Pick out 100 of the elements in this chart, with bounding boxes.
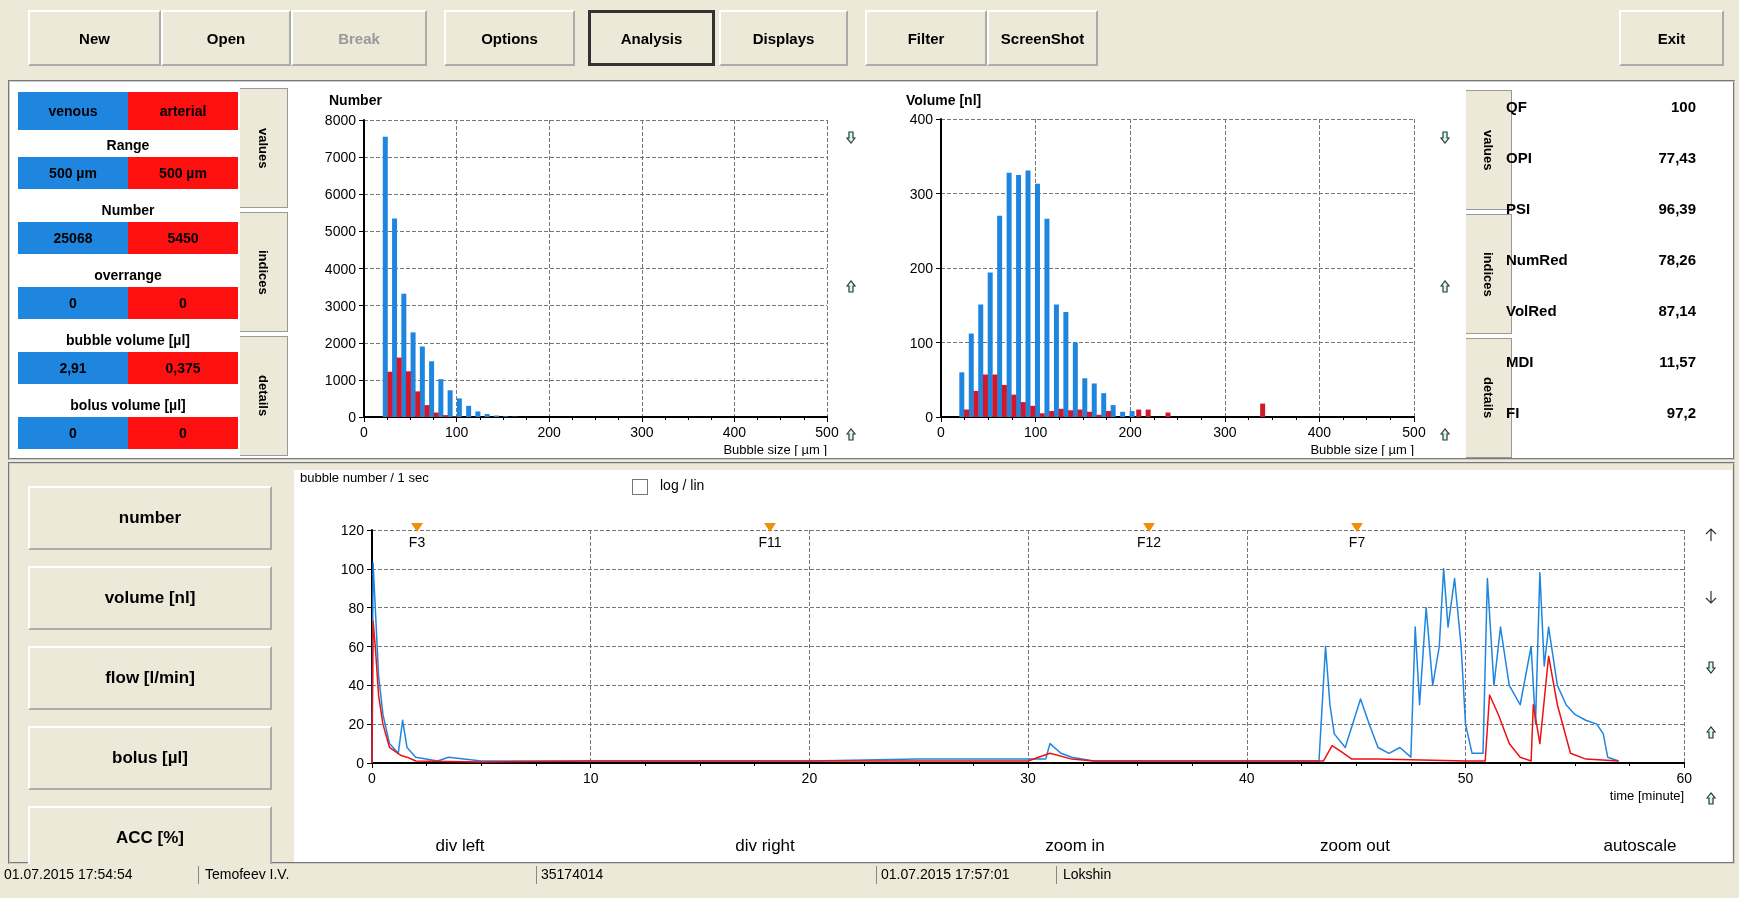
x-tick-label: 200 [1118, 424, 1143, 440]
y-tick-label: 5000 [324, 223, 357, 240]
text: Break [291, 10, 427, 66]
x-tick-label: 400 [722, 424, 747, 440]
bar [978, 304, 984, 417]
y-tick-label: 100 [340, 560, 365, 577]
x-axis-title: time [minute] [1609, 788, 1685, 803]
text: 500 µm [128, 157, 238, 189]
bar [447, 390, 453, 417]
bar [982, 374, 988, 417]
bar [1091, 383, 1097, 417]
bar [959, 372, 965, 417]
text: 01.07.2015 17:57:01 [881, 866, 1010, 882]
x-tick-label: 0 [368, 770, 377, 786]
bar [1260, 403, 1266, 417]
text: PSI [1506, 200, 1532, 219]
text: FI [1506, 404, 1521, 423]
text: Options [444, 10, 575, 66]
text: zoom in [1044, 836, 1106, 857]
bar [1120, 411, 1126, 417]
bar [1025, 170, 1031, 417]
text: Range [105, 136, 151, 155]
text: New [28, 10, 161, 66]
bar [1058, 408, 1064, 417]
text: div right [734, 836, 796, 857]
bar [419, 346, 425, 417]
bar [1001, 384, 1007, 417]
text: ACC [%] [116, 828, 184, 847]
y-tick-label: 120 [340, 522, 365, 538]
y-tick-label: 40 [348, 677, 365, 694]
bar [1136, 409, 1142, 417]
bar [396, 357, 402, 417]
text: ScreenShot [987, 10, 1098, 66]
text: venous [18, 92, 128, 130]
bar [1020, 402, 1026, 417]
text: 01.07.2015 17:54:54 [4, 866, 134, 884]
text: 97,2 [1665, 404, 1696, 423]
y-tick-label: 0 [925, 409, 934, 425]
text: Temofeev I.V. [198, 866, 438, 884]
text: 0,375 [128, 352, 238, 384]
bar [1096, 414, 1102, 417]
bar [484, 414, 490, 417]
chart-title: Number [329, 92, 383, 108]
text: bubble volume [µl] [65, 331, 191, 350]
bar [1087, 411, 1093, 417]
x-axis-title: Bubble size [ µm ] [1310, 442, 1414, 457]
text: autoscale [1602, 836, 1678, 857]
annotation: F12 [1135, 534, 1163, 552]
text: values [240, 88, 288, 208]
bar [433, 412, 439, 417]
x-tick-label: 0 [937, 424, 946, 440]
y-tick-label: 80 [348, 599, 365, 616]
x-tick-label: 300 [1213, 424, 1237, 440]
bar [1105, 411, 1111, 417]
bar [1053, 304, 1059, 417]
text: values [1481, 129, 1496, 171]
y-tick-label: 4000 [324, 260, 357, 277]
bar [987, 272, 993, 417]
bar [992, 374, 998, 417]
text: bolus [µl] [28, 726, 272, 790]
text: Exit [1619, 10, 1724, 66]
bar [1063, 311, 1069, 417]
text: bolus volume [µl] [69, 396, 187, 415]
y-tick-label: 0 [348, 409, 357, 425]
bar [456, 398, 462, 417]
y-tick-label: 7000 [324, 149, 357, 166]
y-tick-label: 8000 [324, 112, 357, 128]
text: 96,39 [1657, 200, 1696, 219]
text: 5450 [128, 222, 238, 254]
x-tick-label: 20 [801, 770, 818, 786]
bar [1068, 410, 1074, 417]
text: volume [nl] [28, 566, 272, 630]
y-tick-label: 6000 [324, 186, 357, 203]
text: 87,14 [1657, 302, 1696, 321]
bar [475, 411, 481, 417]
text: Filter [865, 10, 987, 66]
text: zoom out [1319, 836, 1391, 857]
bar [1077, 409, 1083, 417]
bar [1011, 394, 1017, 417]
bar [424, 405, 430, 417]
x-tick-label: 500 [815, 424, 839, 440]
y-tick-label: 1000 [324, 371, 357, 388]
bar [405, 371, 411, 417]
text: Displays [719, 10, 848, 66]
text: div left [434, 836, 486, 857]
bar [1034, 183, 1040, 417]
annotation: F7 [1347, 534, 1367, 552]
text: 0 [128, 287, 238, 319]
text: Number [100, 201, 156, 220]
bar [387, 371, 393, 417]
bar [1030, 405, 1036, 417]
annotation: F11 [757, 534, 783, 552]
bar [1044, 218, 1050, 417]
bar [392, 218, 398, 417]
text: NumRed [1506, 251, 1569, 270]
text: 77,43 [1657, 149, 1696, 168]
y-axis-title: bubble number / 1 sec [300, 470, 430, 485]
bar [438, 379, 444, 417]
bar [1006, 172, 1012, 417]
y-tick-label: 20 [348, 716, 365, 733]
